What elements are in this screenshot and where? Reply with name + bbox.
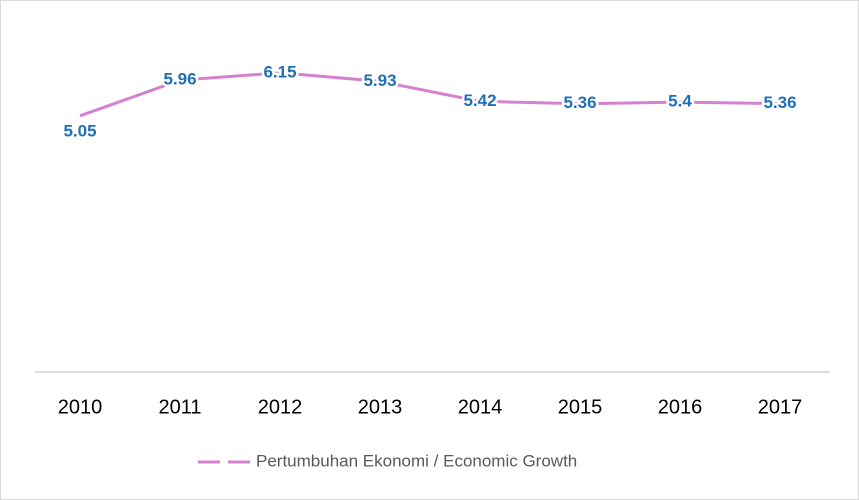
x-tick-label: 2012	[258, 396, 303, 418]
data-label: 5.93	[363, 71, 396, 90]
data-label: 5.4	[668, 92, 692, 111]
line	[79, 71, 781, 118]
data-label: 5.42	[463, 91, 496, 110]
x-tick-label: 2016	[658, 396, 703, 418]
x-tick-label: 2011	[158, 396, 201, 418]
x-tick-label: 2013	[358, 396, 403, 418]
x-tick-label: 2015	[558, 396, 603, 418]
data-label: 5.36	[763, 93, 796, 112]
data-label: 5.05	[63, 121, 96, 140]
legend-label: Pertumbuhan Ekonomi / Economic Growth	[256, 451, 577, 470]
x-tick-label: 2010	[58, 396, 103, 418]
data-label: 5.96	[163, 70, 196, 89]
x-tick-label: 2014	[458, 396, 503, 418]
data-label: 5.36	[563, 93, 596, 112]
data-label: 6.15	[263, 62, 296, 81]
x-tick-label: 2017	[758, 396, 803, 418]
